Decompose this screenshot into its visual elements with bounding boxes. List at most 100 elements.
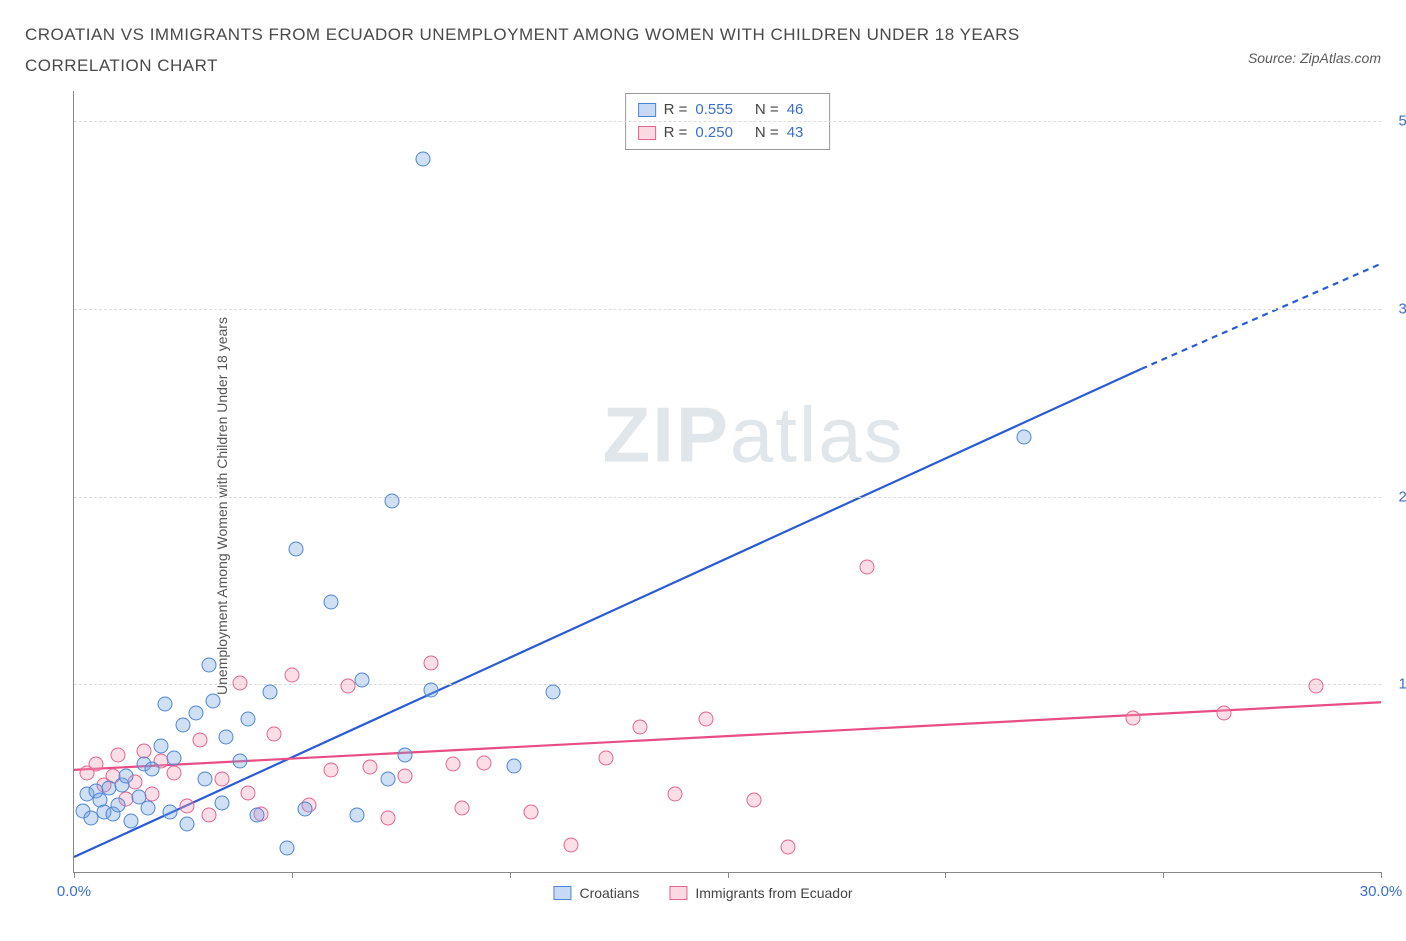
n-value-1: 46 bbox=[787, 99, 804, 122]
data-point-croatian bbox=[167, 751, 182, 766]
x-tick bbox=[945, 872, 946, 878]
stats-row-1: R = 0.555 N = 46 bbox=[638, 99, 818, 122]
swatch-blue bbox=[638, 103, 656, 117]
data-point-ecuador bbox=[380, 811, 395, 826]
data-point-ecuador bbox=[202, 808, 217, 823]
gridline bbox=[74, 309, 1381, 310]
data-point-ecuador bbox=[180, 799, 195, 814]
data-point-croatian bbox=[424, 683, 439, 698]
data-point-ecuador bbox=[781, 839, 796, 854]
data-point-ecuador bbox=[598, 751, 613, 766]
bottom-legend: Croatians Immigrants from Ecuador bbox=[553, 885, 852, 901]
gridline bbox=[74, 497, 1381, 498]
stats-row-2: R = 0.250 N = 43 bbox=[638, 122, 818, 145]
data-point-croatian bbox=[188, 705, 203, 720]
data-point-croatian bbox=[123, 814, 138, 829]
data-point-ecuador bbox=[284, 668, 299, 683]
y-tick-label: 50.0% bbox=[1398, 113, 1406, 130]
data-point-croatian bbox=[158, 696, 173, 711]
data-point-ecuador bbox=[193, 733, 208, 748]
data-point-ecuador bbox=[215, 772, 230, 787]
data-point-croatian bbox=[206, 693, 221, 708]
n-value-2: 43 bbox=[787, 122, 804, 145]
gridline bbox=[74, 121, 1381, 122]
x-tick bbox=[292, 872, 293, 878]
x-tick bbox=[1381, 872, 1382, 878]
legend-swatch-pink bbox=[669, 886, 687, 900]
data-point-croatian bbox=[1016, 429, 1031, 444]
data-point-croatian bbox=[415, 151, 430, 166]
plot-area: ZIPatlas R = 0.555 N = 46 R = 0.250 N = … bbox=[73, 91, 1381, 873]
data-point-ecuador bbox=[698, 712, 713, 727]
data-point-croatian bbox=[215, 796, 230, 811]
n-label-2: N = bbox=[755, 122, 779, 145]
data-point-ecuador bbox=[1125, 710, 1140, 725]
r-value-2: 0.250 bbox=[695, 122, 733, 145]
data-point-ecuador bbox=[88, 757, 103, 772]
data-point-ecuador bbox=[241, 785, 256, 800]
data-point-ecuador bbox=[476, 755, 491, 770]
legend-label-2: Immigrants from Ecuador bbox=[695, 885, 852, 901]
chart-header: CROATIAN VS IMMIGRANTS FROM ECUADOR UNEM… bbox=[25, 20, 1381, 81]
x-tick bbox=[1163, 872, 1164, 878]
legend-swatch-blue bbox=[553, 886, 571, 900]
data-point-croatian bbox=[297, 802, 312, 817]
y-tick-label: 12.5% bbox=[1398, 676, 1406, 693]
data-point-ecuador bbox=[746, 793, 761, 808]
data-point-croatian bbox=[154, 739, 169, 754]
data-point-ecuador bbox=[668, 787, 683, 802]
data-point-croatian bbox=[380, 772, 395, 787]
data-point-croatian bbox=[162, 805, 177, 820]
data-point-ecuador bbox=[454, 800, 469, 815]
x-tick bbox=[728, 872, 729, 878]
data-point-croatian bbox=[141, 800, 156, 815]
data-point-ecuador bbox=[232, 675, 247, 690]
chart-title: CROATIAN VS IMMIGRANTS FROM ECUADOR UNEM… bbox=[25, 20, 1125, 81]
y-tick-label: 25.0% bbox=[1398, 488, 1406, 505]
data-point-ecuador bbox=[563, 838, 578, 853]
data-point-ecuador bbox=[859, 560, 874, 575]
n-label-1: N = bbox=[755, 99, 779, 122]
data-point-croatian bbox=[232, 754, 247, 769]
data-point-croatian bbox=[119, 769, 134, 784]
r-label-2: R = bbox=[664, 122, 688, 145]
watermark-light: atlas bbox=[730, 390, 905, 478]
x-tick-label: 30.0% bbox=[1360, 883, 1403, 900]
data-point-croatian bbox=[197, 772, 212, 787]
data-point-croatian bbox=[249, 808, 264, 823]
data-point-croatian bbox=[385, 494, 400, 509]
r-label-1: R = bbox=[664, 99, 688, 122]
trend-lines bbox=[74, 91, 1381, 872]
data-point-ecuador bbox=[424, 656, 439, 671]
data-point-croatian bbox=[219, 730, 234, 745]
data-point-ecuador bbox=[446, 757, 461, 772]
r-value-1: 0.555 bbox=[695, 99, 733, 122]
data-point-ecuador bbox=[524, 805, 539, 820]
data-point-croatian bbox=[354, 672, 369, 687]
data-point-croatian bbox=[546, 684, 561, 699]
data-point-ecuador bbox=[398, 769, 413, 784]
legend-item-1: Croatians bbox=[553, 885, 639, 901]
legend-item-2: Immigrants from Ecuador bbox=[669, 885, 852, 901]
data-point-croatian bbox=[398, 748, 413, 763]
data-point-ecuador bbox=[363, 760, 378, 775]
data-point-croatian bbox=[350, 808, 365, 823]
data-point-ecuador bbox=[167, 766, 182, 781]
source-attribution: Source: ZipAtlas.com bbox=[1248, 50, 1381, 66]
data-point-ecuador bbox=[324, 763, 339, 778]
data-point-ecuador bbox=[1217, 705, 1232, 720]
data-point-croatian bbox=[175, 718, 190, 733]
legend-label-1: Croatians bbox=[579, 885, 639, 901]
data-point-croatian bbox=[324, 594, 339, 609]
data-point-croatian bbox=[110, 797, 125, 812]
data-point-croatian bbox=[507, 758, 522, 773]
watermark: ZIPatlas bbox=[603, 389, 905, 480]
data-point-croatian bbox=[263, 684, 278, 699]
data-point-croatian bbox=[280, 841, 295, 856]
chart-container: Unemployment Among Women with Children U… bbox=[25, 91, 1381, 921]
data-point-croatian bbox=[180, 817, 195, 832]
data-point-ecuador bbox=[633, 719, 648, 734]
swatch-pink bbox=[638, 126, 656, 140]
data-point-croatian bbox=[289, 542, 304, 557]
data-point-ecuador bbox=[267, 727, 282, 742]
